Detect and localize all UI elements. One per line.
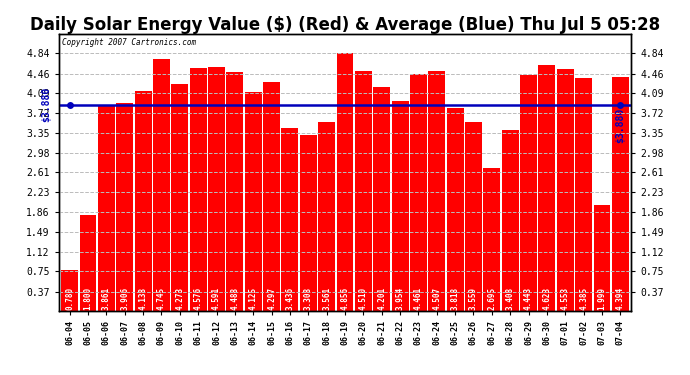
Text: 3.906: 3.906 [120,287,129,310]
Text: 3.818: 3.818 [451,287,460,310]
Bar [190,68,206,311]
Bar [373,87,390,311]
Text: 4.273: 4.273 [175,287,184,310]
Bar [538,65,555,311]
Text: 3.559: 3.559 [469,287,478,310]
Bar [171,84,188,311]
Text: 4.385: 4.385 [579,287,588,310]
Text: 4.507: 4.507 [432,287,442,310]
Text: 4.510: 4.510 [359,287,368,310]
Text: 3.408: 3.408 [506,287,515,310]
Text: 4.745: 4.745 [157,287,166,310]
Text: 4.201: 4.201 [377,287,386,310]
Bar [98,106,115,311]
Text: 1.800: 1.800 [83,287,92,310]
Text: 3.308: 3.308 [304,287,313,310]
Text: 2.695: 2.695 [487,287,496,310]
Text: 4.443: 4.443 [524,287,533,310]
Text: 4.576: 4.576 [194,287,203,310]
Title: Daily Solar Energy Value ($) (Red) & Average (Blue) Thu Jul 5 05:28: Daily Solar Energy Value ($) (Red) & Ave… [30,16,660,34]
Text: Copyright 2007 Cartronics.com: Copyright 2007 Cartronics.com [61,38,196,47]
Bar [300,135,317,311]
Bar [593,205,611,311]
Bar [446,108,464,311]
Bar [557,69,573,311]
Bar [410,74,427,311]
Text: $3.880: $3.880 [41,87,51,122]
Text: 4.856: 4.856 [340,287,350,310]
Bar [61,270,78,311]
Text: 1.999: 1.999 [598,287,607,310]
Bar [428,71,445,311]
Text: 4.488: 4.488 [230,287,239,310]
Bar [208,67,225,311]
Text: 4.125: 4.125 [248,287,258,310]
Text: $3.880: $3.880 [615,107,625,142]
Text: 0.780: 0.780 [65,287,74,310]
Bar [117,103,133,311]
Text: 4.553: 4.553 [561,287,570,310]
Text: 4.297: 4.297 [267,287,276,310]
Bar [79,215,97,311]
Bar [263,82,280,311]
Text: 4.591: 4.591 [212,287,221,310]
Bar [282,128,298,311]
Bar [575,78,592,311]
Bar [355,71,372,311]
Bar [465,122,482,311]
Bar [318,122,335,311]
Bar [135,91,152,311]
Bar [245,92,262,311]
Text: 3.436: 3.436 [286,287,295,310]
Bar [337,53,353,311]
Bar [612,77,629,311]
Bar [392,100,408,311]
Bar [226,72,244,311]
Text: 3.861: 3.861 [102,287,111,310]
Bar [153,58,170,311]
Text: 4.623: 4.623 [542,287,551,310]
Text: 3.561: 3.561 [322,287,331,310]
Text: 3.954: 3.954 [395,287,404,310]
Text: 4.138: 4.138 [139,287,148,310]
Text: 4.394: 4.394 [616,287,625,310]
Bar [502,130,519,311]
Bar [520,75,537,311]
Bar [484,168,500,311]
Text: 4.461: 4.461 [414,287,423,310]
